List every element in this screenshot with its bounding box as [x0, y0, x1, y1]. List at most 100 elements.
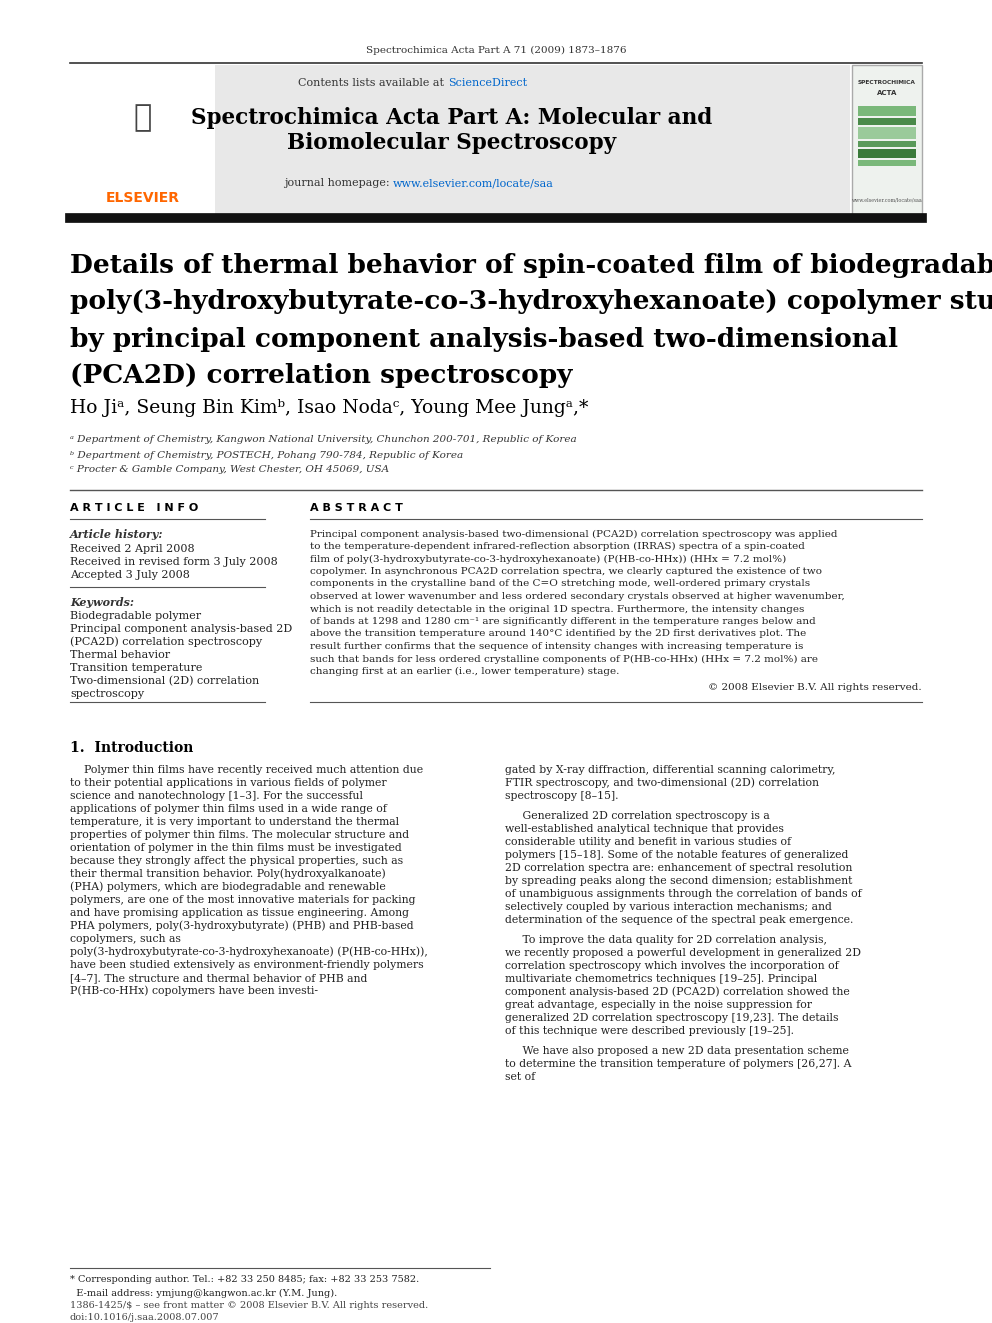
Text: copolymers, such as: copolymers, such as: [70, 934, 181, 945]
Text: such that bands for less ordered crystalline components of P(HB-co-HHx) (HHx = 7: such that bands for less ordered crystal…: [310, 655, 818, 664]
Text: polymers, are one of the most innovative materials for packing: polymers, are one of the most innovative…: [70, 894, 416, 905]
Text: to the temperature-dependent infrared-reflection absorption (IRRAS) spectra of a: to the temperature-dependent infrared-re…: [310, 542, 805, 552]
Text: well-established analytical technique that provides: well-established analytical technique th…: [505, 824, 784, 833]
Text: doi:10.1016/j.saa.2008.07.007: doi:10.1016/j.saa.2008.07.007: [70, 1312, 219, 1322]
Text: Received 2 April 2008: Received 2 April 2008: [70, 544, 194, 554]
Text: Keywords:: Keywords:: [70, 597, 134, 607]
Text: 1.  Introduction: 1. Introduction: [70, 741, 193, 755]
Text: Spectrochimica Acta Part A 71 (2009) 1873–1876: Spectrochimica Acta Part A 71 (2009) 187…: [366, 45, 626, 54]
Text: SPECTROCHIMICA: SPECTROCHIMICA: [858, 79, 916, 85]
Bar: [858, 106, 916, 116]
Text: selectively coupled by various interaction mechanisms; and: selectively coupled by various interacti…: [505, 902, 832, 912]
Text: components in the crystalline band of the C=O stretching mode, well-ordered prim: components in the crystalline band of th…: [310, 579, 810, 589]
Text: Biodegradable polymer: Biodegradable polymer: [70, 611, 201, 620]
Text: Principal component analysis-based 2D: Principal component analysis-based 2D: [70, 624, 293, 634]
Text: Details of thermal behavior of spin-coated film of biodegradable: Details of thermal behavior of spin-coat…: [70, 253, 992, 278]
Text: ᵇ Department of Chemistry, POSTECH, Pohang 790-784, Republic of Korea: ᵇ Department of Chemistry, POSTECH, Poha…: [70, 451, 463, 459]
Text: science and nanotechnology [1–3]. For the successful: science and nanotechnology [1–3]. For th…: [70, 791, 363, 800]
Text: applications of polymer thin films used in a wide range of: applications of polymer thin films used …: [70, 804, 387, 814]
Text: P(HB-co-HHx) copolymers have been investi-: P(HB-co-HHx) copolymers have been invest…: [70, 986, 318, 996]
Bar: [858, 118, 916, 124]
Text: and have promising application as tissue engineering. Among: and have promising application as tissue…: [70, 908, 409, 918]
Text: poly(3-hydroxybutyrate-co-3-hydroxyhexanoate) copolymer studied: poly(3-hydroxybutyrate-co-3-hydroxyhexan…: [70, 290, 992, 315]
Text: film of poly(3-hydroxybutyrate-co-3-hydroxyhexanoate) (P(HB-co-HHx)) (HHx = 7.2 : film of poly(3-hydroxybutyrate-co-3-hydr…: [310, 554, 787, 564]
Text: FTIR spectroscopy, and two-dimensional (2D) correlation: FTIR spectroscopy, and two-dimensional (…: [505, 778, 819, 789]
Text: copolymer. In asynchronous PCA2D correlation spectra, we clearly captured the ex: copolymer. In asynchronous PCA2D correla…: [310, 568, 822, 576]
Text: orientation of polymer in the thin films must be investigated: orientation of polymer in the thin films…: [70, 843, 402, 853]
Text: which is not readily detectable in the original 1D spectra. Furthermore, the int: which is not readily detectable in the o…: [310, 605, 805, 614]
Text: E-mail address: ymjung@kangwon.ac.kr (Y.M. Jung).: E-mail address: ymjung@kangwon.ac.kr (Y.…: [70, 1289, 337, 1298]
Text: [4–7]. The structure and thermal behavior of PHB and: [4–7]. The structure and thermal behavio…: [70, 972, 367, 983]
Text: polymers [15–18]. Some of the notable features of generalized: polymers [15–18]. Some of the notable fe…: [505, 849, 848, 860]
Text: considerable utility and benefit in various studies of: considerable utility and benefit in vari…: [505, 837, 792, 847]
Text: spectroscopy [8–15].: spectroscopy [8–15].: [505, 791, 618, 800]
Text: set of: set of: [505, 1072, 536, 1082]
Text: Spectrochimica Acta Part A: Molecular and: Spectrochimica Acta Part A: Molecular an…: [191, 107, 712, 130]
Text: 🌲: 🌲: [134, 103, 152, 132]
Text: To improve the data quality for 2D correlation analysis,: To improve the data quality for 2D corre…: [505, 935, 827, 945]
Text: result further confirms that the sequence of intensity changes with increasing t: result further confirms that the sequenc…: [310, 642, 804, 651]
Text: determination of the sequence of the spectral peak emergence.: determination of the sequence of the spe…: [505, 916, 853, 925]
Bar: [70, 65, 850, 216]
Text: multivariate chemometrics techniques [19–25]. Principal: multivariate chemometrics techniques [19…: [505, 974, 817, 984]
Bar: [852, 65, 922, 216]
Text: ᵃ Department of Chemistry, Kangwon National University, Chunchon 200-701, Republ: ᵃ Department of Chemistry, Kangwon Natio…: [70, 435, 576, 445]
Text: journal homepage:: journal homepage:: [284, 179, 393, 188]
Text: ScienceDirect: ScienceDirect: [448, 78, 527, 89]
Text: by spreading peaks along the second dimension; establishment: by spreading peaks along the second dime…: [505, 876, 852, 886]
Text: We have also proposed a new 2D data presentation scheme: We have also proposed a new 2D data pres…: [505, 1046, 849, 1056]
Bar: [70, 65, 215, 216]
Text: ACTA: ACTA: [877, 90, 897, 97]
Text: (PHA) polymers, which are biodegradable and renewable: (PHA) polymers, which are biodegradable …: [70, 881, 386, 892]
Text: changing first at an earlier (i.e., lower temperature) stage.: changing first at an earlier (i.e., lowe…: [310, 667, 619, 676]
Text: (PCA2D) correlation spectroscopy: (PCA2D) correlation spectroscopy: [70, 636, 262, 647]
Text: because they strongly affect the physical properties, such as: because they strongly affect the physica…: [70, 856, 403, 867]
Text: their thermal transition behavior. Poly(hydroxyalkanoate): their thermal transition behavior. Poly(…: [70, 869, 386, 880]
Text: have been studied extensively as environment-friendly polymers: have been studied extensively as environ…: [70, 960, 424, 970]
Text: of this technique were described previously [19–25].: of this technique were described previou…: [505, 1027, 794, 1036]
Bar: [858, 160, 916, 165]
Text: www.elsevier.com/locate/saa: www.elsevier.com/locate/saa: [393, 179, 554, 188]
Text: Biomolecular Spectroscopy: Biomolecular Spectroscopy: [288, 132, 617, 153]
Text: ᶜ Procter & Gamble Company, West Chester, OH 45069, USA: ᶜ Procter & Gamble Company, West Chester…: [70, 466, 389, 475]
Text: generalized 2D correlation spectroscopy [19,23]. The details: generalized 2D correlation spectroscopy …: [505, 1013, 838, 1023]
Text: Article history:: Article history:: [70, 528, 164, 540]
Text: of unambiguous assignments through the correlation of bands of: of unambiguous assignments through the c…: [505, 889, 862, 900]
Text: Principal component analysis-based two-dimensional (PCA2D) correlation spectrosc: Principal component analysis-based two-d…: [310, 529, 837, 538]
Text: to their potential applications in various fields of polymer: to their potential applications in vario…: [70, 778, 387, 789]
Text: www.elsevier.com/locate/saa: www.elsevier.com/locate/saa: [851, 197, 923, 202]
Text: 2D correlation spectra are: enhancement of spectral resolution: 2D correlation spectra are: enhancement …: [505, 863, 852, 873]
Text: great advantage, especially in the noise suppression for: great advantage, especially in the noise…: [505, 1000, 812, 1009]
Text: to determine the transition temperature of polymers [26,27]. A: to determine the transition temperature …: [505, 1058, 851, 1069]
Text: observed at lower wavenumber and less ordered secondary crystals observed at hig: observed at lower wavenumber and less or…: [310, 591, 845, 601]
Text: Thermal behavior: Thermal behavior: [70, 650, 170, 660]
Text: spectroscopy: spectroscopy: [70, 689, 144, 699]
Bar: [858, 127, 916, 139]
Text: gated by X-ray diffraction, differential scanning calorimetry,: gated by X-ray diffraction, differential…: [505, 765, 835, 775]
Text: Transition temperature: Transition temperature: [70, 663, 202, 673]
Text: Accepted 3 July 2008: Accepted 3 July 2008: [70, 570, 189, 579]
Text: * Corresponding author. Tel.: +82 33 250 8485; fax: +82 33 253 7582.: * Corresponding author. Tel.: +82 33 250…: [70, 1275, 420, 1285]
Text: correlation spectroscopy which involves the incorporation of: correlation spectroscopy which involves …: [505, 960, 839, 971]
Text: Ho Jiᵃ, Seung Bin Kimᵇ, Isao Nodaᶜ, Young Mee Jungᵃ,*: Ho Jiᵃ, Seung Bin Kimᵇ, Isao Nodaᶜ, Youn…: [70, 400, 588, 417]
Text: Polymer thin films have recently received much attention due: Polymer thin films have recently receive…: [70, 765, 424, 775]
Bar: [858, 142, 916, 147]
Text: A R T I C L E   I N F O: A R T I C L E I N F O: [70, 503, 198, 513]
Text: by principal component analysis-based two-dimensional: by principal component analysis-based tw…: [70, 327, 898, 352]
Text: poly(3-hydroxybutyrate-co-3-hydroxyhexanoate) (P(HB-co-HHx)),: poly(3-hydroxybutyrate-co-3-hydroxyhexan…: [70, 947, 428, 958]
Text: ELSEVIER: ELSEVIER: [106, 191, 180, 205]
Text: Contents lists available at: Contents lists available at: [299, 78, 448, 89]
Text: A B S T R A C T: A B S T R A C T: [310, 503, 403, 513]
Text: component analysis-based 2D (PCA2D) correlation showed the: component analysis-based 2D (PCA2D) corr…: [505, 987, 850, 998]
Text: properties of polymer thin films. The molecular structure and: properties of polymer thin films. The mo…: [70, 830, 409, 840]
Text: Two-dimensional (2D) correlation: Two-dimensional (2D) correlation: [70, 676, 259, 687]
Text: PHA polymers, poly(3-hydroxybutyrate) (PHB) and PHB-based: PHA polymers, poly(3-hydroxybutyrate) (P…: [70, 921, 414, 931]
Text: Received in revised form 3 July 2008: Received in revised form 3 July 2008: [70, 557, 278, 568]
Text: © 2008 Elsevier B.V. All rights reserved.: © 2008 Elsevier B.V. All rights reserved…: [708, 684, 922, 692]
Text: (PCA2D) correlation spectroscopy: (PCA2D) correlation spectroscopy: [70, 364, 572, 389]
Text: 1386-1425/$ – see front matter © 2008 Elsevier B.V. All rights reserved.: 1386-1425/$ – see front matter © 2008 El…: [70, 1302, 429, 1311]
Text: we recently proposed a powerful development in generalized 2D: we recently proposed a powerful developm…: [505, 949, 861, 958]
Text: Generalized 2D correlation spectroscopy is a: Generalized 2D correlation spectroscopy …: [505, 811, 770, 822]
Text: above the transition temperature around 140°C identified by the 2D first derivat: above the transition temperature around …: [310, 630, 806, 639]
Text: of bands at 1298 and 1280 cm⁻¹ are significantly different in the temperature ra: of bands at 1298 and 1280 cm⁻¹ are signi…: [310, 617, 815, 626]
